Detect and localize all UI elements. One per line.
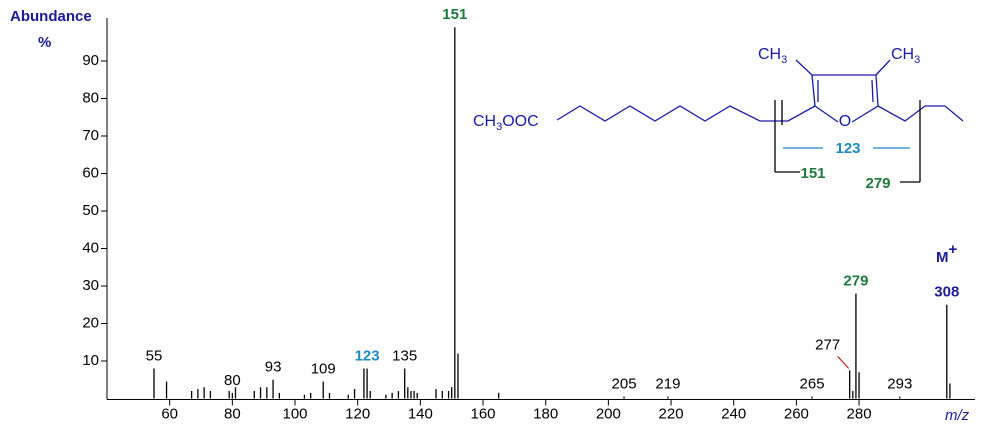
structure: CH3 CH3 CH3OOC O 123 151 279 xyxy=(473,46,964,192)
y-tick-label: 10 xyxy=(82,352,99,369)
leader-line xyxy=(837,356,850,369)
peak-label: 123 xyxy=(355,347,380,364)
methyl-label: CH3 xyxy=(758,46,787,66)
x-tick-label: 100 xyxy=(282,405,307,422)
peak-label: 279 xyxy=(843,272,868,289)
y-tick-label: 60 xyxy=(82,164,99,181)
x-tick-label: 140 xyxy=(408,405,433,422)
double-bond xyxy=(871,79,874,103)
x-tick-label: 160 xyxy=(471,405,496,422)
y-tick-label: 80 xyxy=(82,89,99,106)
peak-label: 109 xyxy=(311,361,336,378)
peak-label: 265 xyxy=(800,376,825,393)
x-tick-label: 80 xyxy=(224,405,241,422)
peak-label: 151 xyxy=(442,6,467,23)
peak-label: 205 xyxy=(612,376,637,393)
y-axis-label: Abundance xyxy=(10,8,92,25)
molecular-ion-text: M xyxy=(936,249,949,266)
chain xyxy=(877,105,964,122)
y-tick-label: 50 xyxy=(82,202,99,219)
ester-label: CH3OOC xyxy=(473,113,539,133)
y-tick-label: 40 xyxy=(82,239,99,256)
y-tick-label: 30 xyxy=(82,277,99,294)
y-tick-label: 20 xyxy=(82,314,99,331)
methyl-bond xyxy=(795,59,813,76)
x-tick-label: 240 xyxy=(721,405,746,422)
oxygen-label: O xyxy=(839,113,851,130)
x-tick-label: 200 xyxy=(596,405,621,422)
x-axis-label: m/z xyxy=(945,407,970,424)
peak-label: 80 xyxy=(224,372,241,389)
fragment-label: 151 xyxy=(800,165,825,182)
peak-label: 308 xyxy=(934,284,959,301)
peak-label: 135 xyxy=(392,347,417,364)
y-tick-label: 90 xyxy=(82,52,99,69)
x-tick-label: 280 xyxy=(847,405,872,422)
methyl-bond xyxy=(875,59,891,76)
peak-label: 55 xyxy=(146,347,163,364)
x-tick-label: 180 xyxy=(533,405,558,422)
molecular-ion-label: M+ xyxy=(936,241,958,266)
x-tick-label: 120 xyxy=(345,405,370,422)
x-tick-label: 220 xyxy=(659,405,684,422)
x-tick-label: 60 xyxy=(161,405,178,422)
peak-label: 93 xyxy=(265,359,282,376)
chain xyxy=(556,105,816,122)
molecular-ion-charge: + xyxy=(949,241,958,258)
fragment-label: 123 xyxy=(835,140,860,157)
y-axis-unit: % xyxy=(38,34,51,51)
y-tick-label: 70 xyxy=(82,127,99,144)
peak-label: 293 xyxy=(887,376,912,393)
peak-label: 219 xyxy=(655,376,680,393)
ring-bond xyxy=(814,105,839,123)
peak-label: 277 xyxy=(815,336,840,353)
fragment-label: 279 xyxy=(865,175,890,192)
x-tick-label: 260 xyxy=(784,405,809,422)
methyl-label: CH3 xyxy=(891,46,920,66)
